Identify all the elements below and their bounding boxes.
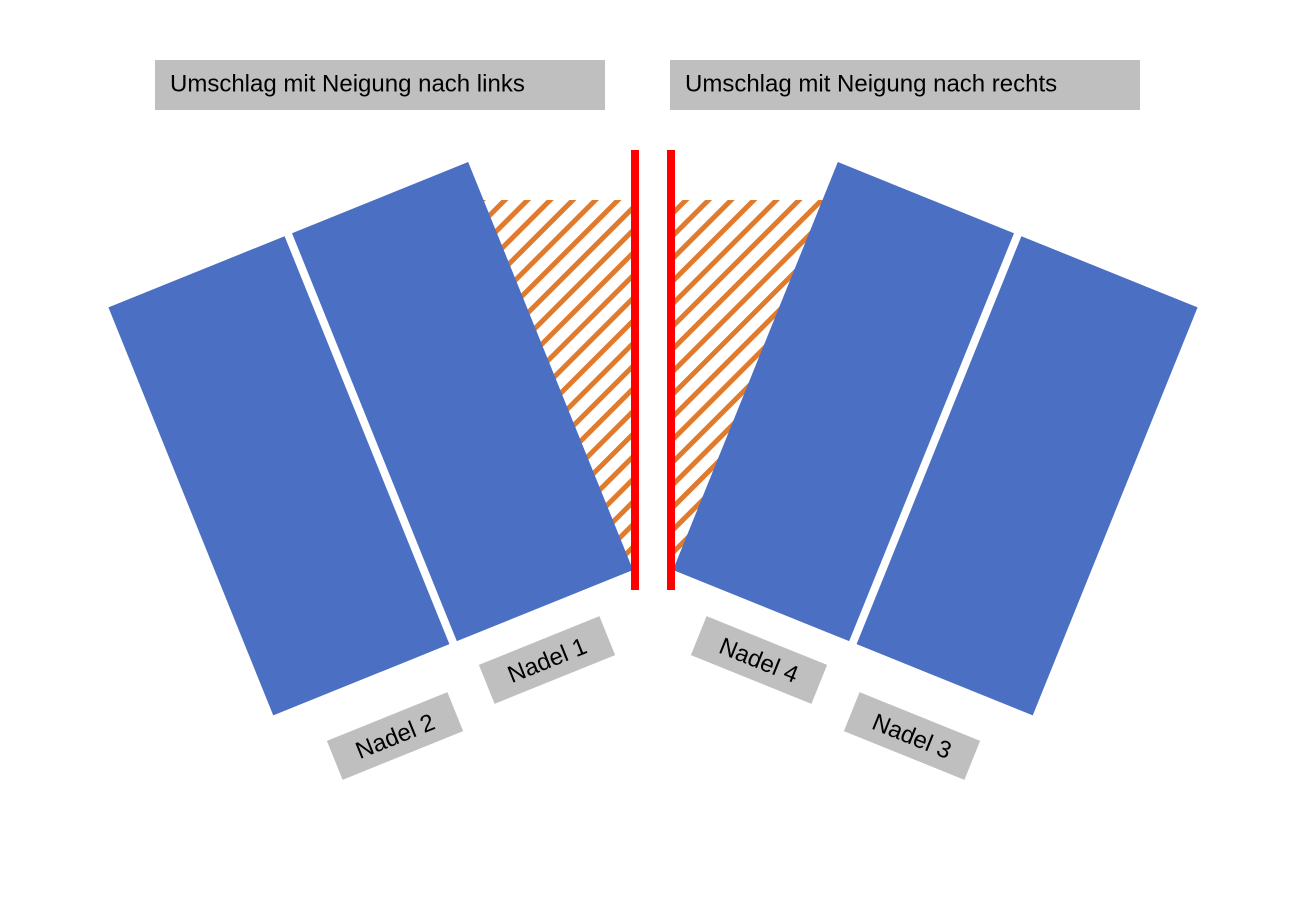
needle-label-1: Nadel 1 — [479, 616, 615, 704]
needle-label-3: Nadel 4 — [691, 616, 827, 704]
panels-group — [108, 162, 1197, 715]
needle-label-4: Nadel 3 — [844, 692, 980, 780]
needle-label-2: Nadel 2 — [327, 692, 463, 780]
title-right: Umschlag mit Neigung nach rechts — [670, 60, 1140, 110]
title-right-text: Umschlag mit Neigung nach rechts — [685, 70, 1057, 97]
title-left: Umschlag mit Neigung nach links — [155, 60, 605, 110]
title-left-text: Umschlag mit Neigung nach links — [170, 70, 525, 97]
